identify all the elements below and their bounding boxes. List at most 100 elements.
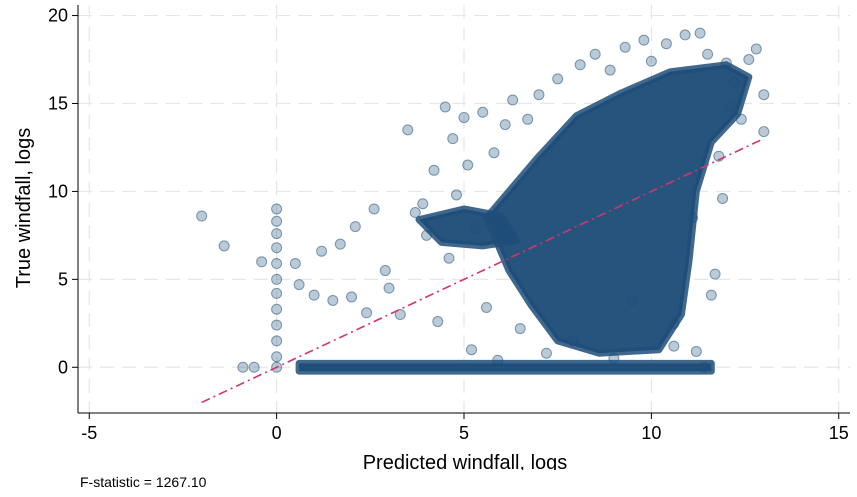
data-point	[421, 229, 433, 241]
data-point	[327, 294, 339, 306]
x-tick-label: -5	[81, 423, 97, 443]
data-point	[638, 34, 650, 46]
data-point	[728, 76, 740, 88]
data-point	[750, 43, 762, 55]
x-tick-label: 10	[641, 423, 661, 443]
data-point	[469, 222, 481, 234]
axes: -5 0 5 10 15 0 5 10 15 20	[48, 5, 850, 443]
data-point	[394, 309, 406, 321]
data-point	[271, 351, 283, 363]
data-point	[417, 198, 429, 210]
data-point	[720, 57, 732, 69]
data-point	[462, 159, 474, 171]
data-point	[432, 316, 444, 328]
data-point	[690, 345, 702, 357]
data-point	[507, 94, 519, 106]
data-point	[514, 323, 526, 335]
data-point	[608, 352, 620, 364]
data-point	[668, 340, 680, 352]
scatter-chart: -5 0 5 10 15 0 5 10 15 20 Predicted windfall, log…	[13, 5, 850, 470]
fit-line	[201, 137, 765, 404]
data-point	[540, 347, 552, 359]
data-point	[428, 164, 440, 176]
data-point	[271, 303, 283, 315]
data-point	[679, 29, 691, 41]
data-point	[271, 335, 283, 347]
data-point	[552, 73, 564, 85]
data-point	[604, 64, 616, 76]
x-tick-label: 15	[829, 423, 849, 443]
data-point	[447, 133, 459, 145]
data-point	[256, 256, 268, 268]
data-point	[698, 361, 710, 373]
data-point	[271, 319, 283, 331]
point-cloud-mass	[483, 61, 753, 357]
fit-line-layer	[201, 137, 765, 404]
data-point	[724, 101, 736, 113]
data-point	[271, 287, 283, 299]
data-point	[499, 119, 511, 131]
data-point	[645, 55, 657, 67]
y-tick-label: 15	[48, 93, 68, 113]
data-point	[709, 268, 721, 280]
data-point	[334, 238, 346, 250]
data-point	[248, 361, 260, 373]
data-point	[480, 301, 492, 313]
y-tick-label: 10	[48, 181, 68, 201]
y-tick-label: 5	[58, 269, 68, 289]
data-point	[402, 124, 414, 136]
data-point	[383, 282, 395, 294]
data-point	[271, 273, 283, 285]
data-point	[439, 101, 451, 113]
data-point	[289, 258, 301, 270]
data-point	[702, 48, 714, 60]
data-point	[218, 240, 230, 252]
data-point	[293, 279, 305, 291]
data-point	[271, 258, 283, 270]
data-point	[271, 215, 283, 227]
data-point	[627, 294, 639, 306]
f-statistic-note: F-statistic = 1267.10	[80, 474, 207, 490]
data-point	[743, 54, 755, 66]
data-point	[687, 212, 699, 224]
data-point	[409, 207, 421, 219]
data-point	[589, 48, 601, 60]
data-point	[758, 126, 770, 138]
data-point	[660, 38, 672, 50]
data-point	[196, 210, 208, 222]
data-point	[308, 289, 320, 301]
data-point	[574, 59, 586, 71]
data-point	[567, 335, 579, 347]
scatter-points	[196, 27, 770, 373]
data-point	[361, 307, 373, 319]
data-point	[477, 106, 489, 118]
x-tick-label: 0	[272, 423, 282, 443]
data-point	[705, 289, 717, 301]
point-cloud-mass	[295, 359, 715, 375]
y-tick-label: 20	[48, 6, 68, 26]
data-point	[271, 203, 283, 215]
data-point	[237, 361, 249, 373]
y-tick-label: 0	[58, 357, 68, 377]
data-point	[668, 317, 680, 329]
data-point	[316, 245, 328, 257]
data-point	[271, 242, 283, 254]
data-point	[522, 113, 534, 125]
data-point	[717, 192, 729, 204]
data-point	[379, 265, 391, 277]
data-point	[458, 112, 470, 124]
data-point	[619, 41, 631, 53]
x-tick-label: 5	[459, 423, 469, 443]
data-point	[533, 89, 545, 101]
data-point	[349, 221, 361, 233]
data-point	[492, 354, 504, 366]
data-point	[346, 291, 358, 303]
data-point	[271, 228, 283, 240]
data-point	[735, 113, 747, 125]
x-axis-title: Predicted windfall, logs	[363, 452, 568, 470]
data-point	[368, 203, 380, 215]
data-point	[488, 147, 500, 159]
data-point	[451, 189, 463, 201]
point-cloud-mass	[415, 205, 520, 250]
data-point	[758, 89, 770, 101]
